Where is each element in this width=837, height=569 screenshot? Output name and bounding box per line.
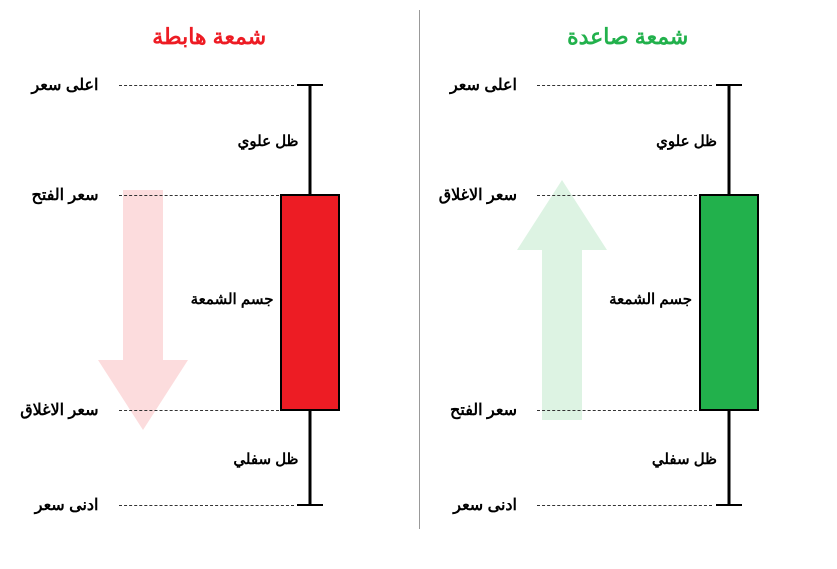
dash-close-b (119, 410, 279, 411)
label-body-b: جسم الشمعة (191, 290, 274, 308)
label-upper-shadow-b: ظل علوي (238, 132, 299, 150)
panel-divider (419, 10, 420, 529)
label-body: جسم الشمعة (609, 290, 692, 308)
label-open: سعر الفتح (450, 400, 517, 420)
diagram-container: شمعة صاعدة اعلى سعر ظل علوي سعر الاغلاق … (0, 0, 837, 569)
label-high: اعلى سعر (450, 75, 517, 95)
label-low: ادنى سعر (453, 495, 517, 515)
label-close-b: سعر الاغلاق (20, 400, 98, 420)
label-upper-shadow: ظل علوي (656, 132, 717, 150)
label-lower-shadow: ظل سفلي (652, 450, 717, 468)
dash-high (537, 85, 712, 86)
label-open-b: سعر الفتح (32, 185, 99, 205)
dash-open (537, 410, 697, 411)
dash-low-b (119, 505, 294, 506)
dash-low (537, 505, 712, 506)
dash-high-b (119, 85, 294, 86)
dash-open-b (119, 195, 279, 196)
dash-close (537, 195, 697, 196)
label-close: سعر الاغلاق (439, 185, 517, 205)
label-high-b: اعلى سعر (31, 75, 98, 95)
label-lower-shadow-b: ظل سفلي (233, 450, 298, 468)
label-low-b: ادنى سعر (35, 495, 99, 515)
bullish-panel: شمعة صاعدة اعلى سعر ظل علوي سعر الاغلاق … (419, 0, 837, 569)
bearish-panel: شمعة هابطة اعلى سعر ظل علوي سعر الفتح جس… (0, 0, 419, 569)
